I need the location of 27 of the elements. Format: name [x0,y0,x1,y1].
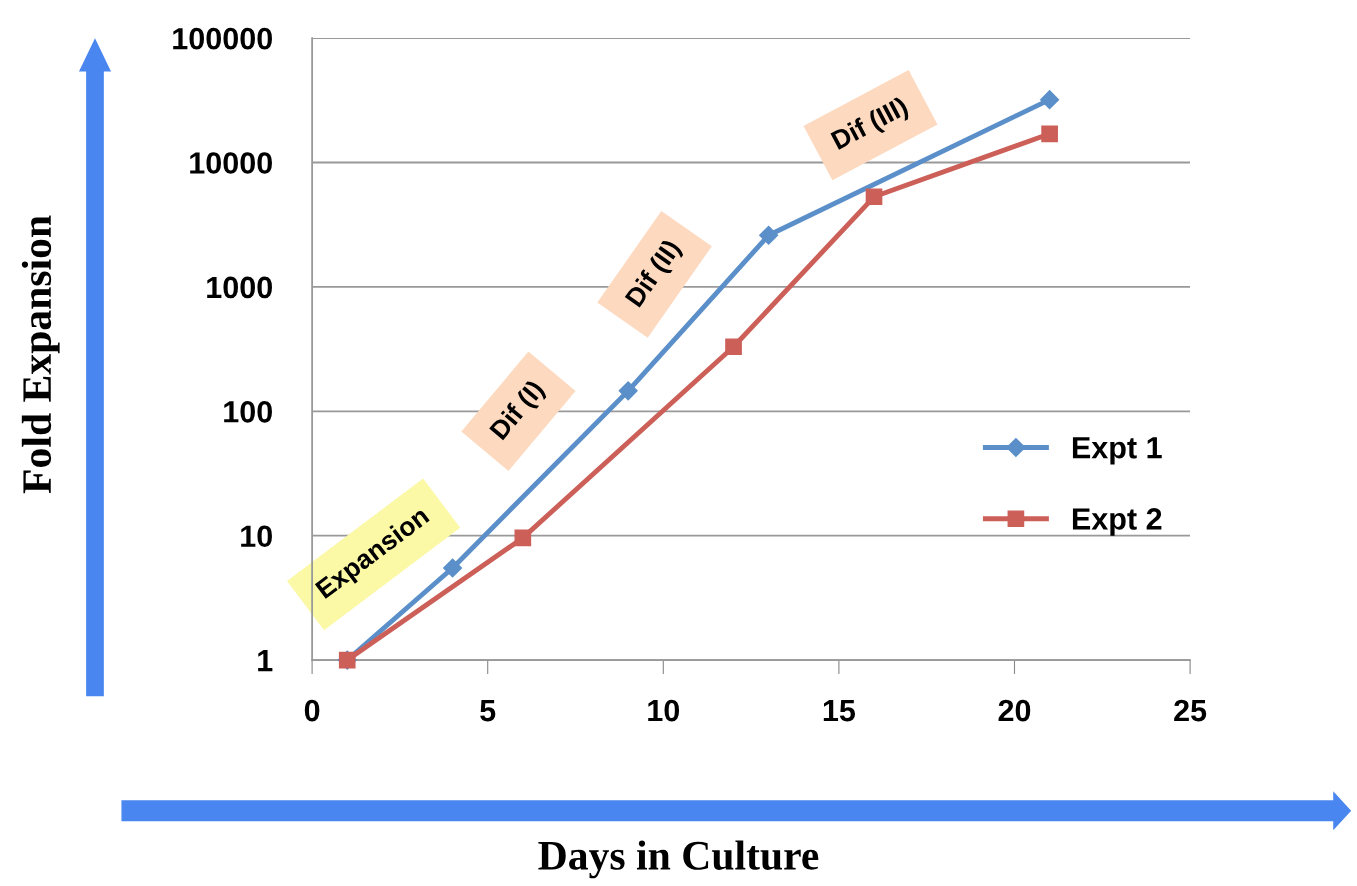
x-tick-label: 15 [823,700,856,722]
y-tick-label: 1000 [207,276,272,299]
point [1040,90,1060,110]
x-tick-label: 0 [304,699,320,722]
annotation: Dif (III) [830,95,912,155]
point [443,558,463,578]
point [865,188,883,206]
legend-label: Expt 1 [1072,437,1162,465]
point [1041,125,1058,143]
point [514,529,532,547]
annotation: Dif (II) [624,237,686,311]
x-tick-label: 10 [648,699,680,722]
x-tick-label: 20 [998,699,1031,722]
legend-label: Expt 2 [1072,508,1162,536]
y-axis-title: Fold Expansion [21,215,60,494]
point [618,381,638,401]
y-tick-label: 1 [258,650,273,672]
x-tick-label: 5 [480,700,496,722]
x-axis-title: Days in Culture [538,840,819,879]
point [759,225,779,245]
y-tick-label: 10 [241,525,272,548]
y-tick-label: 100000 [173,27,272,50]
y-tick-label: 10000 [190,152,272,174]
annotation: Dif (I) [488,378,549,444]
x-tick-label: 25 [1174,699,1207,722]
y-tick-label: 100 [224,401,272,423]
point [725,338,742,356]
